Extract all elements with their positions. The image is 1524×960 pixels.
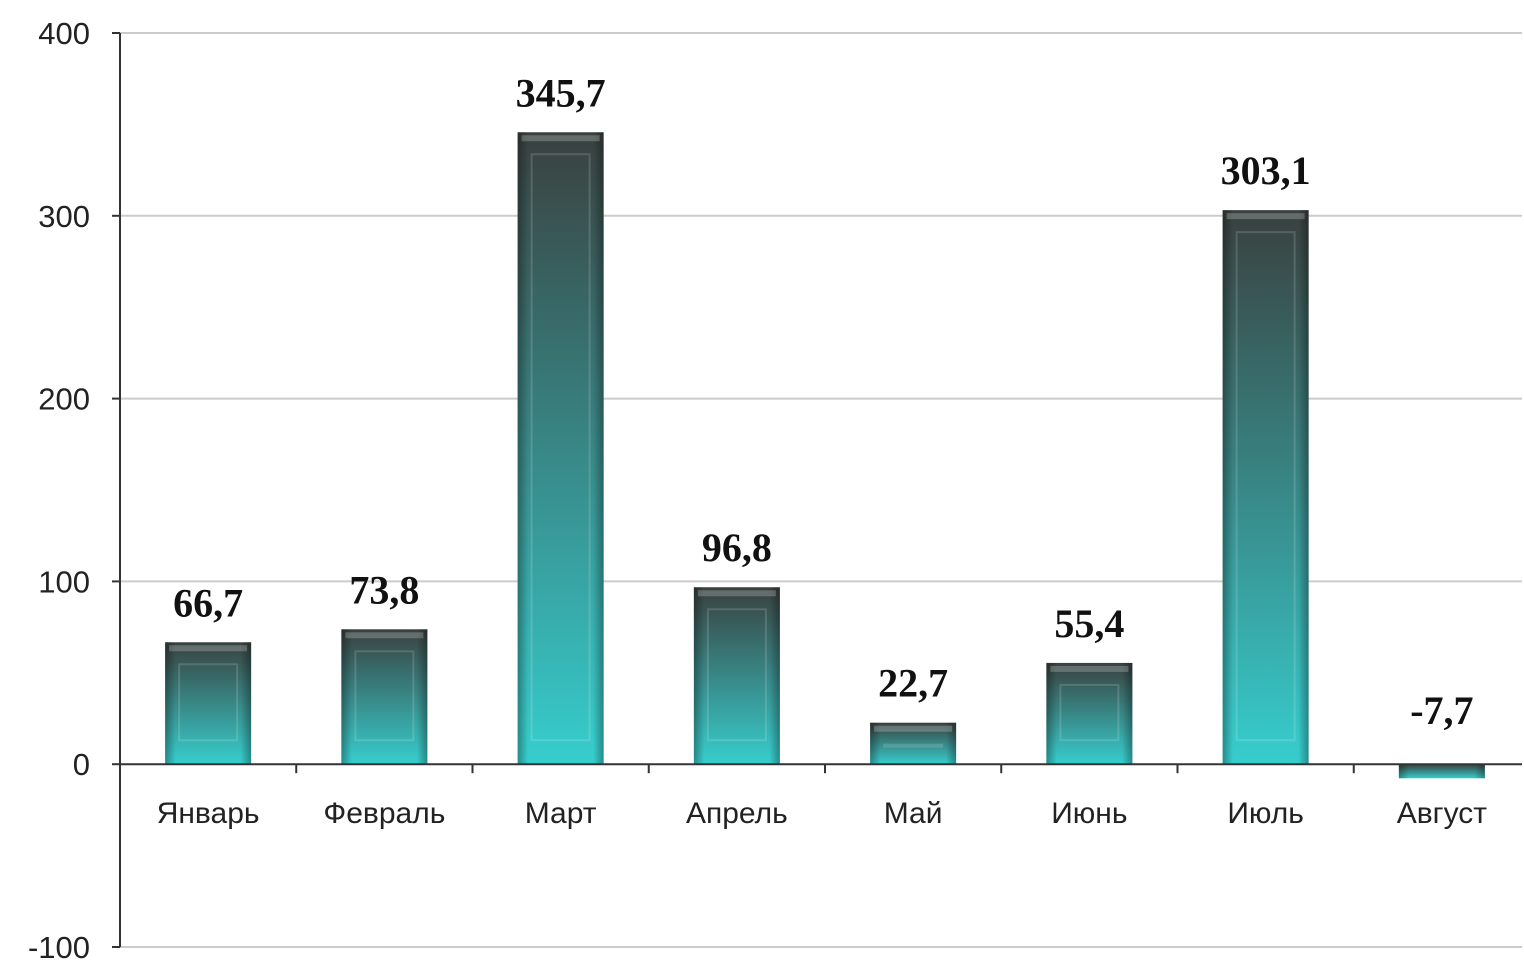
- bar-bevel: [1050, 665, 1129, 672]
- bar-shade: [1398, 764, 1485, 779]
- category-label: Март: [525, 797, 597, 830]
- bar-bevel: [697, 590, 776, 597]
- bar-bevel: [169, 645, 248, 652]
- category-label: Апрель: [686, 797, 788, 830]
- bar-inner-panel: [1059, 683, 1120, 742]
- y-tick-labels: 400 300 200 100 0 -100: [28, 16, 90, 960]
- data-label: 303,1: [1221, 148, 1311, 193]
- category-label: Июнь: [1051, 797, 1127, 830]
- data-labels: 66,7 73,8 345,7 96,8 22,7 55,4 303,1 -7,7: [173, 70, 1473, 733]
- y-tick-label: -100: [28, 930, 90, 960]
- y-tick-label: 200: [38, 382, 90, 417]
- bar: [1222, 210, 1309, 765]
- bar: [517, 132, 604, 765]
- bar-shade: [870, 722, 957, 765]
- category-label: Май: [884, 797, 943, 830]
- y-tick-label: 400: [38, 16, 90, 51]
- bar: [693, 587, 780, 765]
- bar-bevel: [345, 632, 424, 639]
- data-label: 55,4: [1054, 601, 1124, 646]
- data-label: 22,7: [878, 661, 948, 706]
- y-tick-label: 100: [38, 564, 90, 599]
- bar-shade: [165, 642, 252, 765]
- bar-inner-panel: [706, 608, 767, 742]
- data-label: 73,8: [349, 567, 419, 612]
- bar-inner-panel: [883, 743, 944, 748]
- y-tick-label: 300: [38, 199, 90, 234]
- bar-inner-panel: [354, 650, 415, 742]
- bar-shade: [1046, 662, 1133, 765]
- category-labels: Январь Февраль Март Апрель Май Июнь Июль Август: [157, 797, 1488, 830]
- category-label: Февраль: [323, 797, 445, 830]
- bar: [1046, 662, 1133, 765]
- bar: [341, 629, 428, 765]
- bars: [165, 132, 1485, 779]
- data-label: 345,7: [516, 70, 606, 115]
- bar-inner-panel: [178, 663, 239, 742]
- bar-shade: [693, 587, 780, 765]
- category-label: Июль: [1227, 797, 1304, 830]
- bar-shade: [341, 629, 428, 765]
- bar: [165, 642, 252, 765]
- bar-bevel: [521, 135, 600, 142]
- bar-shade: [517, 132, 604, 765]
- bar-inner-panel: [1235, 231, 1296, 742]
- y-tick-label: 0: [73, 747, 90, 782]
- bar: [870, 722, 957, 765]
- bar-bevel: [1226, 213, 1305, 220]
- bar-inner-panel: [530, 153, 591, 742]
- category-label: Январь: [157, 797, 260, 830]
- bar-bevel: [874, 725, 953, 732]
- data-label: 96,8: [702, 525, 772, 570]
- bar-shade: [1222, 210, 1309, 765]
- data-label: 66,7: [173, 580, 243, 625]
- axes: [112, 32, 1522, 948]
- category-label: Август: [1397, 797, 1488, 830]
- data-label: -7,7: [1410, 688, 1473, 733]
- bar: [1398, 764, 1485, 779]
